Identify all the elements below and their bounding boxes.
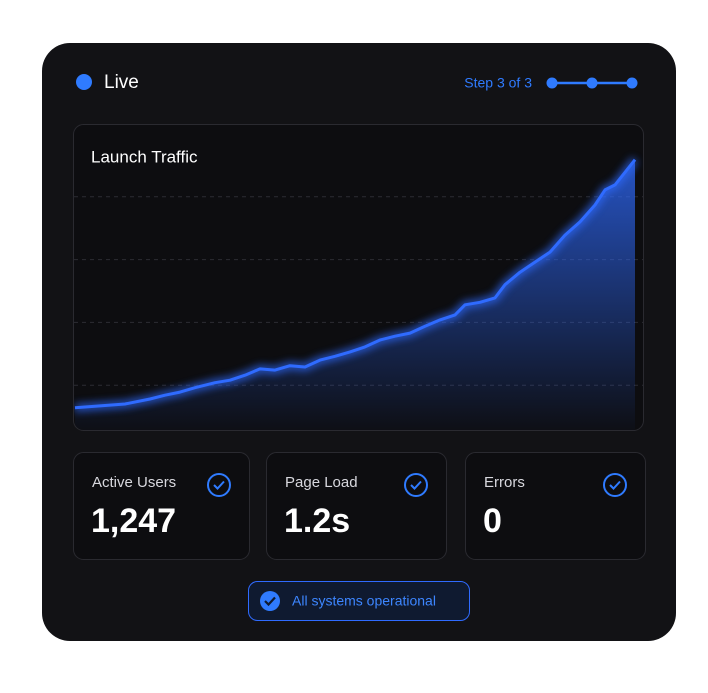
stat-value: 1.2s	[284, 502, 350, 540]
status-badge	[248, 581, 470, 621]
step-indicator	[546, 77, 638, 89]
stat-card	[73, 452, 250, 560]
plot	[74, 157, 643, 430]
check-mark	[213, 480, 225, 490]
check-mark	[609, 480, 621, 490]
check-icon	[603, 473, 627, 497]
stat-value: 1,247	[91, 502, 176, 540]
live-dot	[76, 74, 92, 90]
chart-title: Launch Traffic	[91, 147, 198, 166]
stat-value: 0	[483, 502, 502, 540]
step-label: Step 3 of 3	[464, 75, 532, 91]
area	[75, 159, 635, 430]
stat-label: Page Load	[285, 474, 358, 491]
stat-card	[465, 452, 646, 560]
stats: Active Users 1,247 Page Load 1.2s Errors 0	[73, 452, 646, 560]
stat-label: Active Users	[92, 474, 176, 491]
check-icon	[207, 473, 231, 497]
badge-check	[264, 596, 276, 607]
check-icon	[404, 473, 428, 497]
check-mark	[410, 480, 422, 490]
badge-icon	[260, 591, 280, 611]
stat-label: Errors	[484, 474, 525, 491]
line	[74, 158, 637, 410]
live-label: Live	[104, 72, 139, 93]
badge-label: All systems operational	[292, 593, 436, 609]
stat-card	[266, 452, 447, 560]
